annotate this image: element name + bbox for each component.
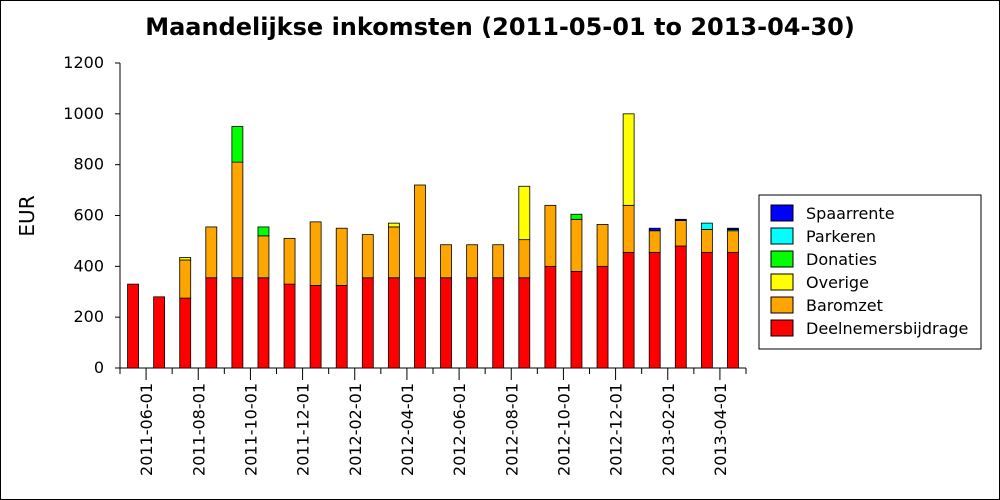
bar-segment bbox=[205, 226, 218, 279]
legend-label: Overige bbox=[806, 273, 869, 292]
bar-segment bbox=[414, 184, 426, 279]
bar-segment bbox=[283, 283, 296, 369]
bar-segment bbox=[596, 223, 609, 267]
bar-segment bbox=[283, 237, 296, 285]
bar-segment bbox=[205, 277, 218, 369]
chart-title: Maandelijkse inkomsten (2011-05-01 to 20… bbox=[145, 13, 855, 41]
bar-segment bbox=[257, 226, 270, 237]
bar-segment bbox=[700, 222, 713, 230]
bar-segment bbox=[179, 257, 192, 261]
legend-label: Parkeren bbox=[806, 227, 876, 246]
y-tick-label: 0 bbox=[94, 358, 104, 377]
bar-segment bbox=[727, 227, 739, 230]
x-tick-label: 2011-08-01 bbox=[189, 383, 208, 476]
x-tick-label: 2011-12-01 bbox=[294, 383, 313, 476]
y-tick-label: 1200 bbox=[63, 53, 104, 72]
bar-segment bbox=[257, 277, 270, 369]
y-tick-label: 200 bbox=[73, 307, 104, 326]
legend-box bbox=[758, 194, 982, 350]
x-tick-label: 2011-06-01 bbox=[137, 383, 156, 476]
bar-segment bbox=[335, 284, 348, 369]
bar-segment bbox=[309, 284, 322, 369]
bar-segment bbox=[544, 265, 557, 369]
x-tick-label: 2012-12-01 bbox=[607, 383, 626, 476]
legend-swatch bbox=[770, 296, 794, 314]
legend-label: Baromzet bbox=[806, 296, 883, 315]
legend-label: Donaties bbox=[806, 250, 877, 269]
bar-segment bbox=[674, 220, 687, 247]
bar-segment bbox=[674, 218, 687, 221]
legend-swatch bbox=[770, 319, 794, 337]
bar-segment bbox=[727, 230, 739, 253]
y-tick-label: 1000 bbox=[63, 104, 104, 123]
bar-segment bbox=[153, 296, 166, 369]
x-tick-label: 2012-06-01 bbox=[450, 383, 469, 476]
bar-segment bbox=[700, 251, 713, 369]
bar-segment bbox=[622, 113, 635, 206]
bar-segment bbox=[492, 277, 505, 369]
x-tick-label: 2012-02-01 bbox=[346, 383, 365, 476]
legend-swatch bbox=[770, 227, 794, 245]
bar-segment bbox=[257, 235, 270, 279]
bar-segment bbox=[700, 229, 713, 253]
x-tick-label: 2012-08-01 bbox=[502, 383, 521, 476]
y-tick-label: 600 bbox=[73, 206, 104, 225]
bar-segment bbox=[622, 251, 635, 369]
bar-segment bbox=[648, 251, 661, 369]
y-tick-label: 800 bbox=[73, 155, 104, 174]
x-tick-label: 2012-10-01 bbox=[554, 383, 573, 476]
axes: 0 200 400 600 800 1000 1200 2011-06-01 2011-08-0… bbox=[63, 53, 747, 476]
bar-segment bbox=[387, 226, 400, 279]
bar-segment bbox=[127, 283, 139, 369]
legend-swatch bbox=[770, 273, 794, 291]
y-tick-label: 400 bbox=[73, 256, 104, 275]
bar-segment bbox=[361, 277, 374, 369]
bar-segment bbox=[596, 265, 609, 369]
bar-segment bbox=[179, 259, 192, 299]
bar-segment bbox=[361, 234, 374, 279]
legend: Spaarrente Parkeren Donaties Overige Baromze… bbox=[758, 194, 982, 350]
bar-segment bbox=[518, 277, 531, 369]
bar-segment bbox=[570, 271, 583, 369]
bar-segment bbox=[231, 126, 244, 163]
bar-segment bbox=[466, 277, 479, 369]
bar-segment bbox=[309, 221, 322, 286]
legend-swatch bbox=[770, 204, 794, 222]
bar-segment bbox=[674, 245, 687, 369]
bar-segment bbox=[466, 244, 479, 279]
legend-label: Spaarrente bbox=[806, 204, 895, 223]
bar-segment bbox=[492, 244, 505, 279]
bar-segment bbox=[570, 213, 583, 220]
bar-segment bbox=[518, 185, 531, 241]
y-axis-label: EUR bbox=[15, 195, 39, 236]
x-tick-label: 2011-10-01 bbox=[241, 383, 260, 476]
bar-segment bbox=[648, 230, 661, 253]
bar-segment bbox=[622, 204, 635, 253]
x-tick-label: 2012-04-01 bbox=[398, 383, 417, 476]
bar-segment bbox=[440, 277, 452, 369]
bar-segment bbox=[440, 244, 452, 279]
bar-segment bbox=[387, 277, 400, 369]
bar-segment bbox=[570, 218, 583, 272]
bar-segment bbox=[179, 297, 192, 369]
x-tick-label: 2013-02-01 bbox=[659, 383, 678, 476]
bar-segment bbox=[727, 251, 739, 369]
legend-label: Deelnemersbijdrage bbox=[806, 319, 968, 338]
bar-segment bbox=[414, 277, 426, 369]
x-tick-label: 2013-04-01 bbox=[711, 383, 730, 476]
bar-segment bbox=[387, 222, 400, 228]
bar-segment bbox=[544, 204, 557, 267]
legend-swatch bbox=[770, 250, 794, 268]
bar-segment bbox=[518, 239, 531, 279]
bar-segment bbox=[231, 161, 244, 279]
bar-segment bbox=[335, 227, 348, 286]
bar-segment bbox=[231, 277, 244, 369]
bar-segment bbox=[648, 227, 661, 232]
bars bbox=[127, 113, 739, 369]
